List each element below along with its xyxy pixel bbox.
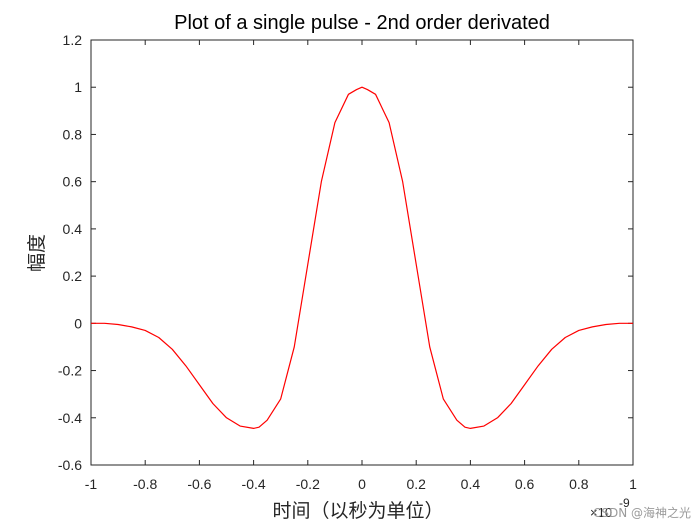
x-tick-label: -0.8 xyxy=(133,476,157,492)
x-tick-label: -1 xyxy=(85,476,98,492)
x-tick-label: 0.2 xyxy=(406,476,426,492)
y-tick-label: -0.4 xyxy=(58,410,82,426)
axis-ticks xyxy=(90,39,634,466)
x-exponent-label: ×10 xyxy=(590,505,612,520)
x-tick-label: 1 xyxy=(629,476,637,492)
chart-title: Plot of a single pulse - 2nd order deriv… xyxy=(174,12,550,34)
series-line-0 xyxy=(91,86,633,429)
y-tick-label: 1.2 xyxy=(63,32,83,48)
y-tick-label: 1 xyxy=(74,79,82,95)
y-tick-label: 0 xyxy=(74,315,82,331)
watermark-text: CSDN @海神之光 xyxy=(593,505,691,520)
y-tick-label: -0.6 xyxy=(58,457,82,473)
x-tick-label: 0 xyxy=(358,476,366,492)
y-tick-label: 0.4 xyxy=(63,221,83,237)
y-tick-label: 0.6 xyxy=(63,174,83,190)
y-tick-label: 0.2 xyxy=(63,268,83,284)
y-tick-label: 0.8 xyxy=(63,126,83,142)
x-tick-label: -0.6 xyxy=(187,476,211,492)
x-tick-label: 0.8 xyxy=(569,476,589,492)
x-tick-labels: -1 -0.8 -0.6 -0.4 -0.2 0 0.2 0.4 0.6 0.8 1 xyxy=(85,476,637,492)
x-tick-label: -0.4 xyxy=(242,476,266,492)
y-tick-label: -0.2 xyxy=(58,363,82,379)
x-exponent-power: -9 xyxy=(619,496,630,510)
x-tick-label: 0.4 xyxy=(461,476,481,492)
y-tick-labels: -0.6 -0.4 -0.2 0 0.2 0.4 0.6 0.8 1 1.2 xyxy=(58,32,82,473)
plot-area xyxy=(90,39,634,466)
series-layer xyxy=(91,86,633,429)
y-axis-label: 幅度 xyxy=(26,234,48,272)
x-axis-label: 时间（以秒为单位） xyxy=(272,500,443,522)
x-tick-label: 0.6 xyxy=(515,476,535,492)
x-tick-label: -0.2 xyxy=(296,476,320,492)
